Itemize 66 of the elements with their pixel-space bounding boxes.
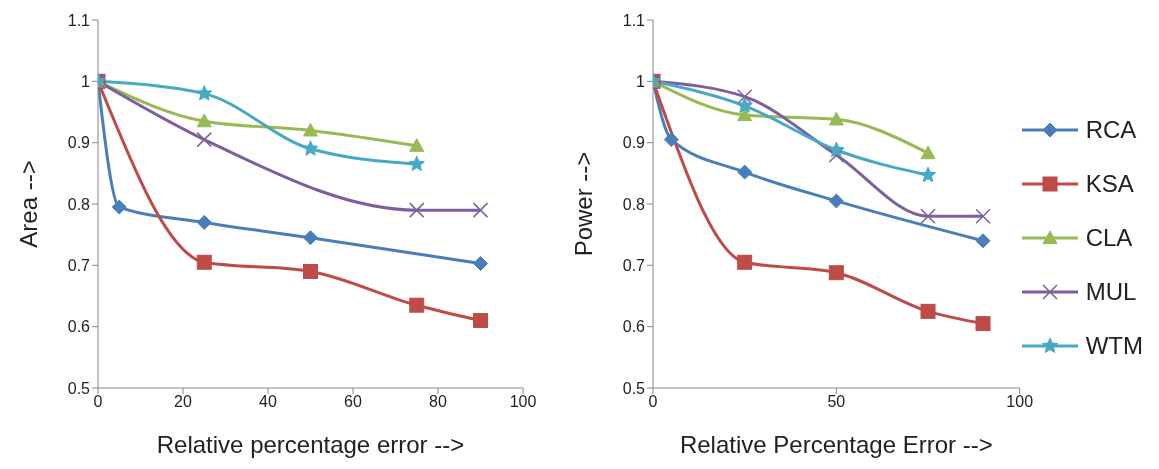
x-tick-label: 40: [259, 393, 277, 411]
x-tick-label: 100: [509, 393, 537, 411]
point: [111, 199, 127, 215]
point: [737, 107, 753, 122]
point: [920, 145, 936, 160]
point: [196, 214, 212, 230]
point: [303, 122, 318, 137]
y-tick-label: 0.8: [622, 195, 646, 213]
legend-label: RCA: [1085, 116, 1137, 144]
x-axis-title: Relative percentage error -->: [156, 431, 465, 458]
y-axis-title: Area -->: [14, 160, 42, 248]
legend-label: KSA: [1085, 170, 1134, 198]
x-axis-title: Relative Percentage Error -->: [679, 431, 993, 458]
point: [920, 303, 936, 319]
y-tick-label: 0.9: [622, 134, 646, 152]
x-tick-label: 20: [174, 393, 192, 411]
point: [975, 208, 991, 225]
y-tick-label: 1: [636, 73, 646, 91]
point: [196, 113, 212, 128]
point: [196, 131, 212, 148]
point: [975, 233, 991, 249]
point: [409, 138, 425, 152]
point: [196, 85, 213, 101]
point: [473, 255, 488, 271]
y-tick-label: 0.5: [67, 379, 91, 397]
y-tick-label: 1.1: [622, 11, 646, 29]
point: [473, 313, 488, 329]
y-tick-label: 0.9: [67, 134, 91, 152]
point: [737, 254, 753, 270]
x-tick-label: 60: [344, 393, 362, 411]
point: [920, 208, 936, 225]
y-tick-label: 0.6: [622, 318, 646, 336]
legend-label: MUL: [1085, 278, 1137, 306]
y-tick-label: 0.7: [622, 257, 646, 275]
x-tick-label: 80: [429, 393, 447, 411]
y-tick-label: 1: [81, 73, 91, 91]
y-tick-label: 0.7: [67, 257, 91, 275]
point: [196, 254, 212, 270]
point: [828, 111, 844, 126]
point: [408, 155, 425, 172]
point: [737, 164, 753, 180]
point: [736, 97, 753, 113]
point: [472, 202, 489, 218]
point: [828, 193, 844, 209]
point: [975, 316, 991, 332]
y-tick-label: 0.6: [67, 318, 91, 336]
legend-label: CLA: [1085, 224, 1133, 252]
x-tick-label: 100: [1006, 393, 1034, 411]
point: [302, 140, 319, 156]
point: [409, 202, 425, 218]
x-tick-label: 0: [93, 393, 103, 411]
point: [828, 141, 845, 157]
y-tick-label: 0.8: [67, 195, 91, 213]
point: [828, 265, 844, 281]
x-tick-label: 50: [827, 393, 846, 411]
y-tick-label: 0.5: [622, 379, 646, 397]
point: [409, 297, 425, 313]
point: [919, 166, 937, 183]
point: [303, 230, 318, 246]
x-tick-label: 0: [648, 393, 658, 411]
point: [736, 88, 753, 105]
y-tick-label: 1.1: [67, 11, 91, 29]
legend-label: WTM: [1085, 332, 1143, 360]
point: [303, 263, 318, 279]
point: [663, 132, 679, 148]
y-axis-title: Power -->: [569, 151, 597, 257]
